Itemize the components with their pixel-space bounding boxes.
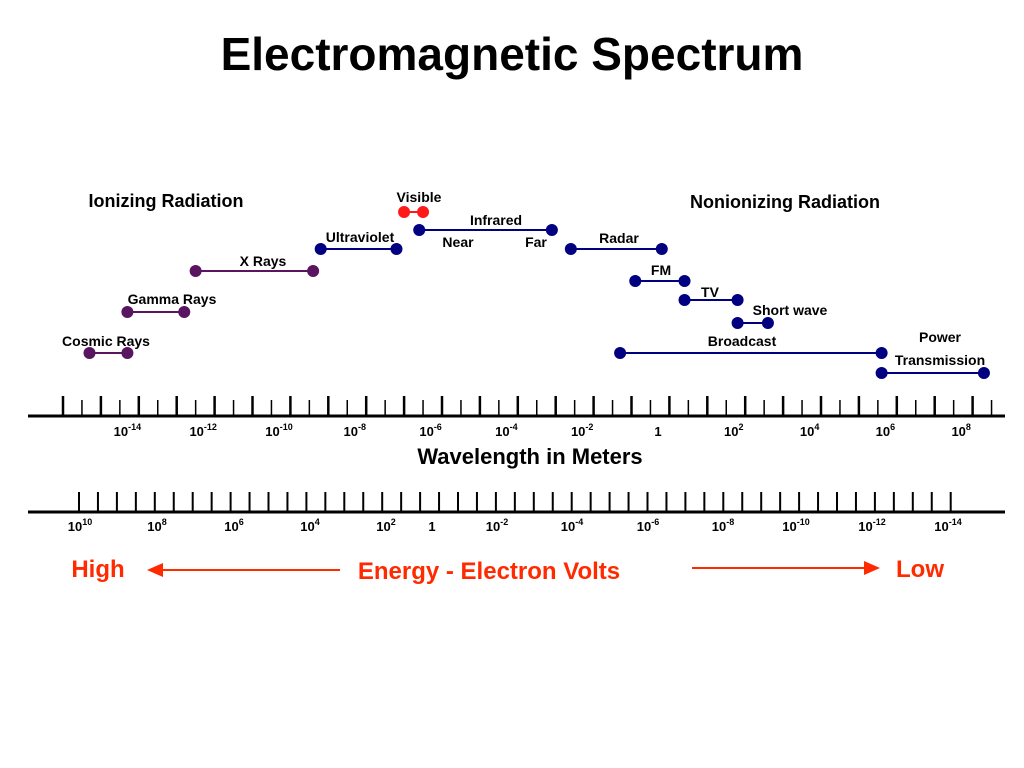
band-ultraviolet-end-dot-icon: [390, 243, 403, 255]
page-title: Electromagnetic Spectrum: [221, 28, 804, 80]
band-visible: Visible: [397, 189, 442, 218]
wavelength-tick-label: 1: [654, 424, 661, 439]
band-power-label: Transmission: [895, 352, 985, 368]
band-xrays: X Rays: [189, 253, 320, 277]
energy-tick-label: 104: [300, 517, 319, 534]
energy-tick-label: 10-12: [858, 517, 885, 534]
nonionizing-radiation-heading: Nonionizing Radiation: [690, 192, 880, 212]
radiation-bands: Cosmic Rays Gamma Rays X Rays Ultraviolet Vi…: [62, 189, 990, 379]
band-shortwave-label: Short wave: [753, 302, 828, 318]
band-broadcast-end-dot-icon: [875, 347, 888, 359]
band-cosmic-start-dot-icon: [83, 347, 96, 359]
energy-tick-label: 102: [376, 517, 395, 534]
energy-tick-label: 10-2: [486, 517, 508, 534]
band-radar: Radar: [564, 230, 668, 255]
energy-direction-legend: High Energy - Electron Volts Low: [71, 556, 944, 585]
low-arrow-head-icon: [864, 561, 880, 575]
wavelength-tick-label: 108: [951, 422, 970, 439]
energy-tick-label: 1: [428, 519, 435, 534]
band-gamma-start-dot-icon: [121, 306, 134, 318]
band-fm-start-dot-icon: [629, 275, 642, 287]
band-tv-label: TV: [701, 284, 720, 300]
wavelength-tick-label: 10-8: [344, 422, 366, 439]
energy-tick-label: 108: [147, 517, 166, 534]
wavelength-tick-label: 10-2: [571, 422, 593, 439]
wavelength-tick-label: 10-12: [189, 422, 216, 439]
band-broadcast-start-dot-icon: [614, 347, 627, 359]
band-ultraviolet: Ultraviolet: [314, 229, 403, 255]
band-xrays-label: X Rays: [240, 253, 287, 269]
energy-tick-labels: 1010 108 106 104 102 1 10-2 10-4 10-6 10-8 10-10 10…: [68, 517, 962, 534]
energy-tick-label: 10-4: [561, 517, 583, 534]
wavelength-ticks: [61, 396, 993, 416]
band-fm-label: FM: [651, 262, 671, 278]
band-xrays-start-dot-icon: [189, 265, 202, 277]
band-cosmic: Cosmic Rays: [62, 333, 150, 359]
energy-axis-title: Energy - Electron Volts: [358, 558, 620, 585]
band-ultraviolet-label: Ultraviolet: [326, 229, 395, 245]
energy-axis: 1010 108 106 104 102 1 10-2 10-4 10-6 10-8 10-10 10…: [28, 492, 1005, 534]
band-power-start-dot-icon: [875, 367, 888, 379]
wavelength-axis: 10-14 10-12 10-10 10-8 10-6 10-4 10-2 1 102 104 10…: [28, 396, 1005, 469]
energy-ticks: [78, 492, 952, 512]
ionizing-radiation-heading: Ionizing Radiation: [89, 191, 244, 211]
energy-tick-label: 1010: [68, 517, 92, 534]
wavelength-axis-title: Wavelength in Meters: [417, 444, 642, 469]
band-shortwave-start-dot-icon: [731, 317, 744, 329]
infrared-far-label: Far: [525, 234, 547, 250]
energy-tick-label: 10-10: [782, 517, 809, 534]
low-energy-label: Low: [896, 556, 944, 583]
wavelength-tick-label: 106: [876, 422, 895, 439]
band-power-label: Power: [919, 329, 962, 345]
energy-tick-label: 10-8: [712, 517, 734, 534]
wavelength-tick-label: 102: [724, 422, 743, 439]
band-infrared-start-dot-icon: [413, 224, 426, 236]
band-radar-start-dot-icon: [564, 243, 577, 255]
wavelength-tick-label: 10-6: [419, 422, 441, 439]
band-fm: FM: [629, 262, 691, 287]
band-power-end-dot-icon: [977, 367, 990, 379]
energy-tick-label: 106: [224, 517, 243, 534]
band-tv-end-dot-icon: [731, 294, 744, 306]
wavelength-tick-label: 10-14: [114, 422, 141, 439]
band-infrared: Infrared Near Far: [413, 212, 558, 250]
wavelength-tick-label: 10-10: [265, 422, 292, 439]
band-radar-end-dot-icon: [655, 243, 668, 255]
high-arrow-head-icon: [147, 563, 163, 577]
band-tv-start-dot-icon: [678, 294, 691, 306]
band-power: Power Transmission: [875, 329, 990, 379]
infrared-near-label: Near: [442, 234, 474, 250]
high-energy-label: High: [71, 556, 124, 583]
wavelength-tick-labels: 10-14 10-12 10-10 10-8 10-6 10-4 10-2 1 102 104 10…: [114, 422, 971, 439]
band-xrays-end-dot-icon: [307, 265, 320, 277]
energy-tick-label: 10-6: [637, 517, 659, 534]
band-gamma-end-dot-icon: [178, 306, 191, 318]
band-shortwave: Short wave: [731, 302, 828, 329]
band-gamma: Gamma Rays: [121, 291, 217, 318]
band-broadcast-label: Broadcast: [708, 333, 777, 349]
energy-tick-label: 10-14: [934, 517, 961, 534]
band-tv: TV: [678, 284, 744, 306]
band-visible-end-dot-icon: [417, 206, 430, 218]
band-infrared-end-dot-icon: [545, 224, 558, 236]
band-visible-start-dot-icon: [398, 206, 411, 218]
band-radar-label: Radar: [599, 230, 639, 246]
band-infrared-label: Infrared: [470, 212, 522, 228]
wavelength-tick-label: 104: [800, 422, 819, 439]
band-gamma-label: Gamma Rays: [128, 291, 217, 307]
band-fm-end-dot-icon: [678, 275, 691, 287]
band-visible-label: Visible: [397, 189, 442, 205]
band-cosmic-label: Cosmic Rays: [62, 333, 150, 349]
band-cosmic-end-dot-icon: [121, 347, 134, 359]
wavelength-tick-label: 10-4: [495, 422, 517, 439]
band-shortwave-end-dot-icon: [761, 317, 774, 329]
band-broadcast: Broadcast: [614, 333, 888, 359]
band-ultraviolet-start-dot-icon: [314, 243, 327, 255]
